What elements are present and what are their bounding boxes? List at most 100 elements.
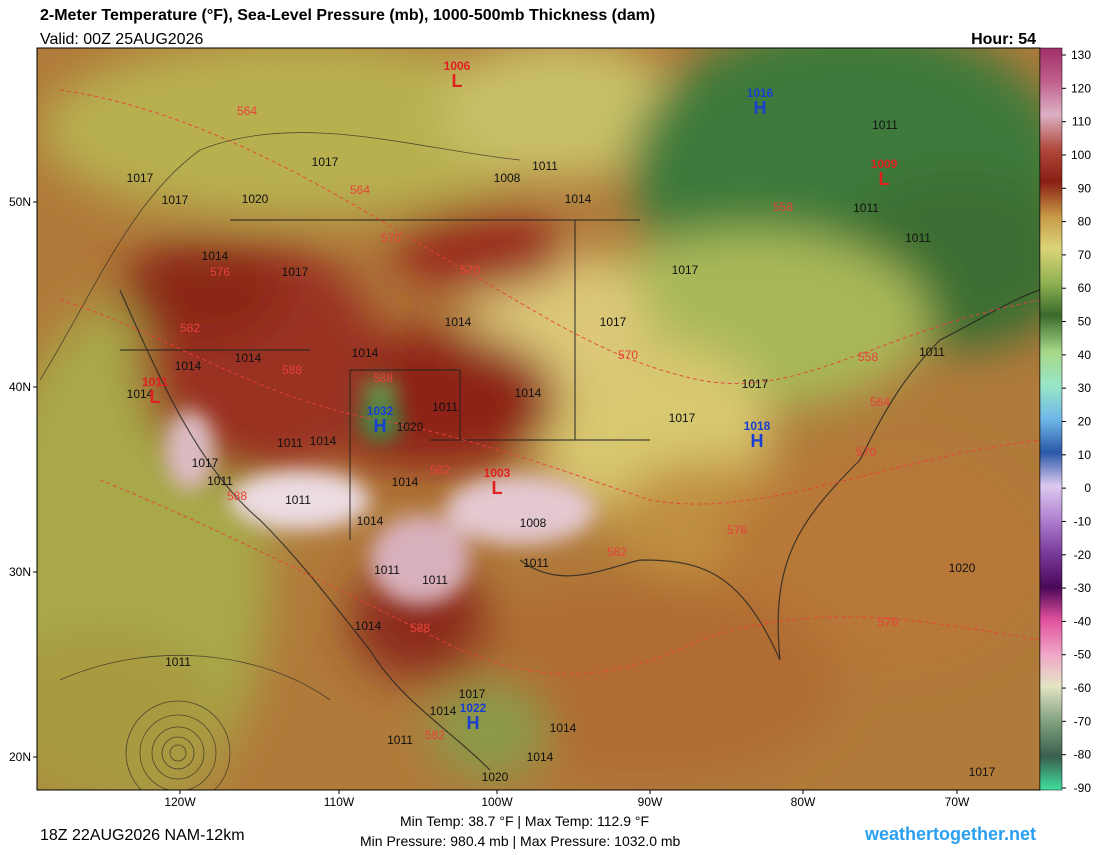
colorbar-label: -50: [1074, 648, 1092, 662]
colorbar-label: 50: [1078, 315, 1092, 329]
isobar-label: 1008: [520, 516, 547, 530]
isobar-label: 1014: [430, 704, 457, 718]
isobar-label: 1008: [494, 171, 521, 185]
colorbar-label: 0: [1084, 481, 1091, 495]
isobar-label: 1014: [202, 249, 229, 263]
low-pressure: 1003: [484, 466, 511, 480]
thickness-label: 588: [227, 489, 247, 503]
isobar-label: 1011: [277, 436, 303, 450]
isobar-label: 1017: [162, 193, 189, 207]
isobar-label: 1017: [192, 456, 219, 470]
isobar-label: 1011: [532, 159, 558, 173]
colorbar: [1039, 47, 1063, 791]
isobar-label: 1011: [523, 556, 549, 570]
colorbar-label: 90: [1078, 181, 1092, 195]
thickness-label: 570: [381, 231, 401, 245]
isobar-label: 1014: [445, 315, 472, 329]
thickness-label: 558: [858, 350, 878, 364]
model-run: 18Z 22AUG2026 NAM-12km: [40, 827, 245, 844]
thickness-label: 570: [618, 348, 638, 362]
colorbar-label: -10: [1074, 514, 1092, 528]
isobar-label: 1011: [374, 563, 400, 577]
thickness-label: 558: [773, 200, 793, 214]
thickness-label: 588: [282, 363, 302, 377]
colorbar-label: 100: [1071, 148, 1091, 162]
high-symbol: H: [374, 416, 387, 436]
pressure-extremes: Min Pressure: 980.4 mb | Max Pressure: 1…: [360, 833, 681, 849]
isobar-label: 1011: [165, 655, 191, 669]
thickness-label: 576: [878, 615, 898, 629]
isobar-label: 1011: [432, 400, 458, 414]
isobar-label: 1011: [207, 474, 233, 488]
isobar-label: 1014: [515, 386, 542, 400]
isobar-label: 1017: [742, 377, 769, 391]
thickness-label: 588: [373, 371, 393, 385]
valid-time: Valid: 00Z 25AUG2026: [40, 31, 203, 48]
colorbar-label: 70: [1078, 248, 1092, 262]
colorbar-label: 60: [1078, 281, 1092, 295]
site-credit[interactable]: weathertogether.net: [864, 824, 1036, 844]
map-title: 2-Meter Temperature (°F), Sea-Level Pres…: [40, 7, 655, 24]
thickness-label: 564: [237, 104, 257, 118]
thickness-label: 576: [210, 265, 230, 279]
thickness-label: 564: [350, 183, 370, 197]
longitude-label: 70W: [945, 795, 970, 809]
colorbar-label: -90: [1074, 781, 1092, 795]
isobar-label: 1014: [550, 721, 577, 735]
high-pressure: 1018: [744, 419, 771, 433]
colorbar-label: -40: [1074, 614, 1092, 628]
isobar-label: 1014: [175, 359, 202, 373]
isobar-label: 1011: [387, 733, 413, 747]
isobar-label: 1011: [872, 118, 898, 132]
colorbar-label: 20: [1078, 415, 1092, 429]
high-pressure: 1016: [747, 86, 774, 100]
latitude-label: 50N: [9, 195, 31, 209]
thickness-label: 582: [430, 463, 450, 477]
isobar-label: 1017: [672, 263, 699, 277]
isobar-label: 1017: [312, 155, 339, 169]
isobar-label: 1017: [669, 411, 696, 425]
temp-extremes: Min Temp: 38.7 °F | Max Temp: 112.9 °F: [400, 813, 649, 829]
thickness-label: 570: [460, 263, 480, 277]
thickness-label: 582: [607, 545, 627, 559]
colorbar-label: 130: [1071, 48, 1091, 62]
high-symbol: H: [751, 431, 764, 451]
thickness-label: 570: [856, 445, 876, 459]
longitude-label: 110W: [324, 795, 355, 809]
colorbar-label: 30: [1078, 381, 1092, 395]
colorbar-label: 80: [1078, 215, 1092, 229]
colorbar-label: -80: [1074, 748, 1092, 762]
latitude-label: 30N: [9, 565, 31, 579]
thickness-label: 582: [180, 321, 200, 335]
colorbar-label: 40: [1078, 348, 1092, 362]
colorbar-label: -30: [1074, 581, 1092, 595]
isobar-label: 1014: [127, 387, 154, 401]
high-symbol: H: [467, 713, 480, 733]
low-pressure: 1011: [142, 375, 168, 389]
forecast-hour: Hour: 54: [971, 31, 1036, 48]
isobar-label: 1014: [392, 475, 419, 489]
isobar-label: 1011: [905, 231, 931, 245]
thickness-label: 576: [727, 523, 747, 537]
longitude-label: 90W: [638, 795, 663, 809]
isobar-label: 1020: [242, 192, 269, 206]
isobar-label: 1014: [527, 750, 554, 764]
isobar-label: 1014: [565, 192, 592, 206]
low-symbol: L: [879, 169, 890, 189]
thickness-label: 582: [425, 728, 445, 742]
isobar-label: 1017: [969, 765, 996, 779]
latitude-label: 20N: [9, 750, 31, 764]
isobar-label: 1017: [600, 315, 627, 329]
longitude-label: 120W: [164, 795, 196, 809]
high-pressure: 1022: [460, 701, 487, 715]
latitude-label: 40N: [9, 380, 31, 394]
isobar-label: 1014: [235, 351, 262, 365]
high-symbol: H: [754, 98, 767, 118]
longitude-label: 100W: [481, 795, 513, 809]
colorbar-label: -20: [1074, 548, 1092, 562]
isobar-label: 1011: [853, 201, 879, 215]
isobar-label: 1014: [355, 619, 382, 633]
low-pressure: 1009: [871, 157, 898, 171]
isobar-label: 1020: [482, 770, 509, 784]
